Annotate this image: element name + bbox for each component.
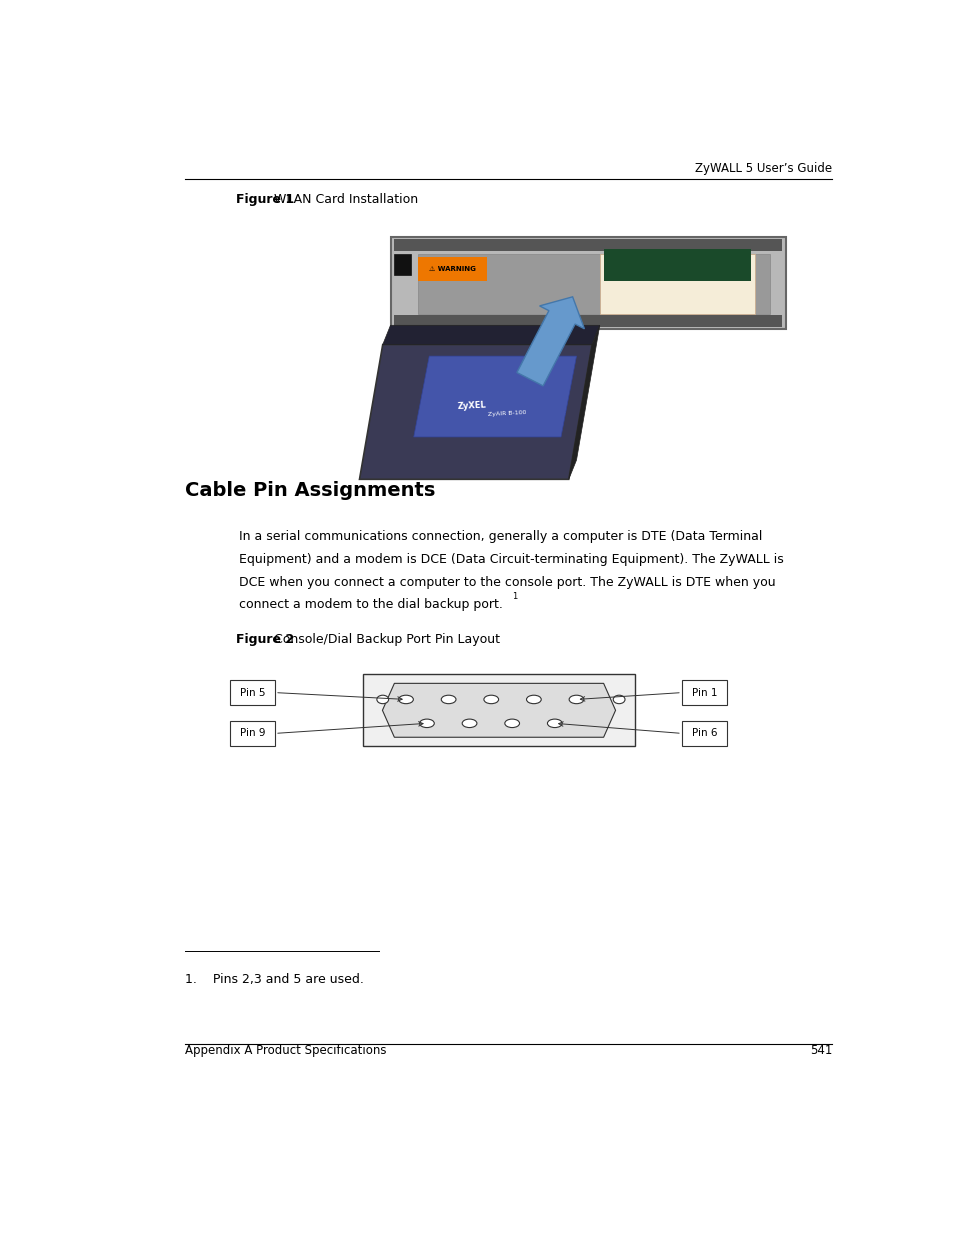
Text: ⚠ WARNING: ⚠ WARNING (429, 266, 476, 272)
Ellipse shape (526, 695, 540, 704)
Text: Console/Dial Backup Port Pin Layout: Console/Dial Backup Port Pin Layout (274, 634, 499, 646)
Ellipse shape (398, 695, 413, 704)
Ellipse shape (376, 695, 388, 704)
Bar (394, 315, 781, 327)
Text: ZyAIR B-100: ZyAIR B-100 (487, 410, 525, 417)
Text: 541: 541 (809, 1044, 831, 1057)
Text: Pin 9: Pin 9 (239, 729, 265, 739)
Text: connect a modem to the dial backup port.: connect a modem to the dial backup port. (239, 598, 503, 611)
Ellipse shape (569, 695, 583, 704)
Polygon shape (382, 325, 599, 345)
Text: WLAN Card Installation: WLAN Card Installation (274, 193, 418, 206)
Ellipse shape (461, 719, 476, 727)
Bar (394, 240, 781, 251)
Bar (681, 721, 726, 746)
Bar (603, 249, 750, 282)
Polygon shape (382, 683, 615, 737)
Polygon shape (414, 356, 576, 437)
Ellipse shape (613, 695, 624, 704)
Bar (230, 721, 274, 746)
Bar (417, 254, 769, 314)
Polygon shape (568, 325, 599, 479)
Text: Equipment) and a modem is DCE (Data Circuit-terminating Equipment). The ZyWALL i: Equipment) and a modem is DCE (Data Circ… (239, 553, 783, 566)
FancyArrow shape (517, 296, 584, 385)
Ellipse shape (547, 719, 561, 727)
FancyArrow shape (548, 391, 565, 416)
Text: Figure 1: Figure 1 (235, 193, 294, 206)
Text: Cable Pin Assignments: Cable Pin Assignments (185, 482, 435, 500)
Text: Pin 5: Pin 5 (239, 688, 265, 698)
Text: 1.    Pins 2,3 and 5 are used.: 1. Pins 2,3 and 5 are used. (185, 973, 364, 986)
Text: ZyWALL 5 User’s Guide: ZyWALL 5 User’s Guide (695, 162, 831, 175)
Ellipse shape (504, 719, 519, 727)
FancyArrow shape (514, 385, 532, 410)
Text: Pin 1: Pin 1 (691, 688, 717, 698)
Ellipse shape (441, 695, 456, 704)
Text: In a serial communications connection, generally a computer is DTE (Data Termina: In a serial communications connection, g… (239, 530, 762, 543)
Bar (681, 680, 726, 705)
Bar (417, 257, 487, 282)
FancyArrow shape (531, 388, 548, 414)
Text: Pin 6: Pin 6 (691, 729, 717, 739)
Bar (363, 674, 634, 746)
Text: Figure 2: Figure 2 (235, 634, 294, 646)
Polygon shape (359, 345, 592, 479)
Ellipse shape (483, 695, 498, 704)
Text: Appendix A Product Specifications: Appendix A Product Specifications (185, 1044, 386, 1057)
Bar (390, 237, 785, 330)
Text: DCE when you connect a computer to the console port. The ZyWALL is DTE when you: DCE when you connect a computer to the c… (239, 576, 775, 589)
Text: 1: 1 (512, 592, 517, 600)
Text: ZyXEL: ZyXEL (456, 401, 486, 411)
Ellipse shape (419, 719, 434, 727)
Bar (394, 253, 411, 275)
Bar (599, 254, 754, 314)
Bar (230, 680, 274, 705)
